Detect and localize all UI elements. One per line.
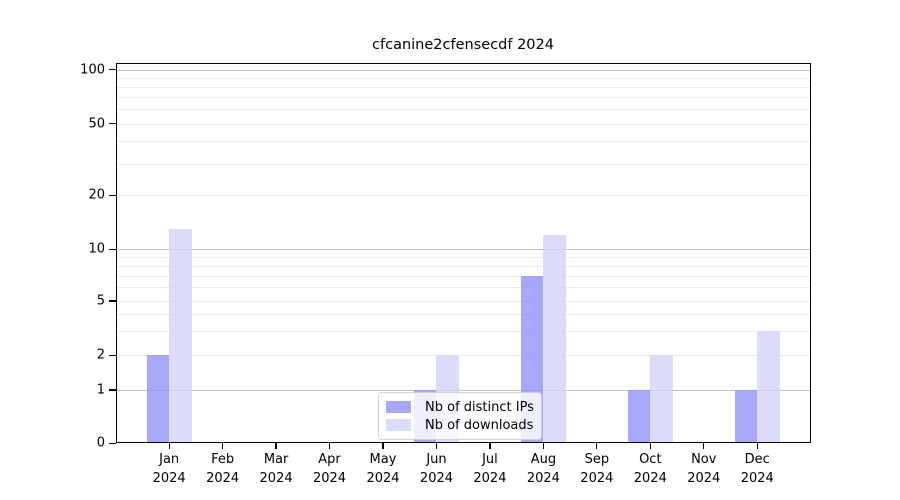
y-tick-mark bbox=[108, 354, 116, 356]
minor-gridline bbox=[115, 163, 811, 165]
x-tick-mark bbox=[756, 443, 758, 450]
x-tick-label-jul: Jul 2024 bbox=[473, 452, 507, 486]
minor-gridline bbox=[115, 257, 811, 259]
x-tick-label-mar: Mar 2024 bbox=[259, 452, 293, 486]
x-tick-label-may: May 2024 bbox=[366, 452, 400, 486]
y-tick-mark bbox=[108, 389, 116, 391]
legend-row-downloads: Nb of downloads bbox=[386, 416, 534, 434]
major-gridline bbox=[115, 389, 811, 391]
y-tick-mark bbox=[108, 68, 116, 71]
x-tick-mark bbox=[275, 443, 277, 450]
x-tick-mark bbox=[435, 443, 438, 450]
bar-distinct-ips-jan bbox=[146, 355, 170, 444]
minor-gridline bbox=[115, 300, 811, 302]
legend-label-distinct-ips: Nb of distinct IPs bbox=[425, 399, 534, 415]
y-tick-mark bbox=[108, 300, 116, 302]
y-tick-label: 50 bbox=[88, 116, 105, 132]
x-tick-mark bbox=[489, 443, 491, 450]
minor-gridline bbox=[115, 141, 811, 143]
x-tick-label-jan: Jan 2024 bbox=[152, 452, 186, 486]
x-tick-mark bbox=[596, 443, 598, 450]
x-tick-label-apr: Apr 2024 bbox=[312, 452, 347, 486]
minor-gridline bbox=[115, 123, 811, 125]
minor-gridline bbox=[115, 109, 811, 111]
minor-gridline bbox=[115, 287, 811, 289]
major-gridline bbox=[115, 69, 811, 71]
legend: Nb of distinct IPs Nb of downloads bbox=[378, 392, 542, 440]
x-tick-label-dec: Dec 2024 bbox=[740, 452, 774, 486]
minor-gridline bbox=[115, 77, 811, 79]
minor-gridline bbox=[115, 314, 811, 316]
legend-label-downloads: Nb of downloads bbox=[425, 417, 534, 433]
x-tick-mark bbox=[649, 443, 651, 450]
minor-gridline bbox=[115, 195, 811, 197]
bar-downloads-oct bbox=[650, 355, 673, 444]
y-tick-label: 0 bbox=[96, 435, 105, 451]
chart-title: cfcanine2cfensecdf 2024 bbox=[372, 37, 554, 53]
minor-gridline bbox=[115, 266, 811, 268]
x-tick-mark bbox=[222, 443, 224, 450]
minor-gridline bbox=[115, 275, 811, 277]
x-tick-label-nov: Nov 2024 bbox=[687, 452, 721, 486]
x-tick-mark bbox=[168, 443, 170, 450]
bar-downloads-jan bbox=[169, 228, 192, 444]
legend-swatch-distinct-ips bbox=[386, 401, 411, 413]
bar-distinct-ips-oct bbox=[627, 389, 651, 444]
minor-gridline bbox=[115, 331, 811, 333]
bar-downloads-dec bbox=[757, 331, 780, 444]
x-tick-label-sep: Sep 2024 bbox=[580, 452, 614, 486]
major-gridline bbox=[115, 249, 811, 251]
y-tick-label: 20 bbox=[88, 187, 105, 203]
y-tick-label: 1 bbox=[96, 382, 105, 398]
bar-downloads-aug bbox=[543, 235, 566, 444]
x-tick-label-jun: Jun 2024 bbox=[419, 452, 454, 486]
bar-distinct-ips-dec bbox=[734, 389, 758, 444]
legend-swatch-downloads bbox=[386, 419, 411, 431]
y-tick-label: 10 bbox=[88, 241, 105, 257]
y-tick-mark bbox=[108, 248, 116, 251]
minor-gridline bbox=[115, 86, 811, 88]
x-tick-label-oct: Oct 2024 bbox=[633, 452, 667, 486]
x-tick-mark bbox=[328, 443, 331, 450]
y-tick-label: 2 bbox=[96, 347, 105, 363]
plot-area bbox=[115, 63, 811, 444]
minor-gridline bbox=[115, 97, 811, 99]
x-tick-mark bbox=[542, 443, 544, 450]
y-tick-label: 100 bbox=[80, 62, 105, 77]
x-tick-label-feb: Feb 2024 bbox=[206, 452, 240, 486]
y-tick-mark bbox=[108, 194, 116, 196]
x-tick-mark bbox=[703, 443, 705, 450]
x-tick-mark bbox=[382, 443, 384, 450]
legend-row-distinct-ips: Nb of distinct IPs bbox=[386, 398, 534, 416]
y-tick-label: 5 bbox=[96, 293, 105, 309]
minor-gridline bbox=[115, 355, 811, 357]
x-tick-label-aug: Aug 2024 bbox=[526, 452, 560, 486]
y-tick-mark bbox=[108, 442, 116, 444]
y-tick-mark bbox=[108, 123, 116, 125]
